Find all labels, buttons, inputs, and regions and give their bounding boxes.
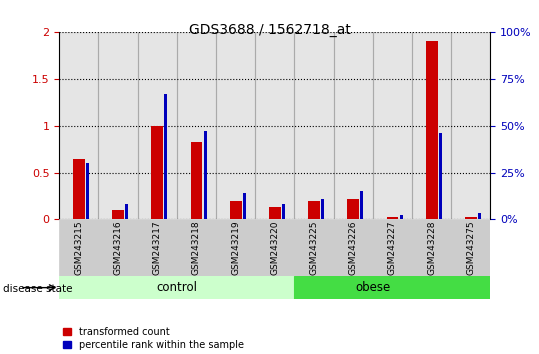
Bar <box>59 276 294 299</box>
Text: GSM243275: GSM243275 <box>466 221 475 275</box>
Bar <box>125 205 128 219</box>
Bar <box>373 219 412 276</box>
Bar <box>373 32 412 219</box>
Bar <box>243 193 246 219</box>
Bar <box>216 219 255 276</box>
Bar <box>334 32 373 219</box>
Text: GSM243225: GSM243225 <box>309 221 319 275</box>
Bar <box>204 131 206 219</box>
Bar <box>451 219 490 276</box>
Text: GSM243219: GSM243219 <box>231 221 240 275</box>
Text: GSM243217: GSM243217 <box>153 221 162 275</box>
Bar <box>99 32 137 219</box>
Bar <box>426 41 438 219</box>
Bar <box>399 215 403 219</box>
Bar <box>348 199 359 219</box>
Bar <box>191 142 202 219</box>
Bar <box>59 219 99 276</box>
Bar <box>412 32 451 219</box>
Text: GDS3688 / 1562718_at: GDS3688 / 1562718_at <box>189 23 350 37</box>
Bar <box>334 219 373 276</box>
Text: GSM243227: GSM243227 <box>388 221 397 275</box>
Bar <box>439 133 442 219</box>
Bar <box>361 191 363 219</box>
Text: disease state: disease state <box>3 284 72 293</box>
Bar <box>294 219 334 276</box>
Bar <box>451 32 490 219</box>
Bar <box>151 126 163 219</box>
Bar <box>465 217 477 219</box>
Bar <box>386 217 398 219</box>
Bar <box>269 207 281 219</box>
Text: obese: obese <box>355 281 391 294</box>
Bar <box>255 32 294 219</box>
Bar <box>294 276 490 299</box>
Bar <box>216 32 255 219</box>
Text: control: control <box>156 281 197 294</box>
Bar <box>73 159 85 219</box>
Text: GSM243216: GSM243216 <box>114 221 122 275</box>
Text: GSM243226: GSM243226 <box>349 221 358 275</box>
Bar <box>86 163 89 219</box>
Text: GSM243215: GSM243215 <box>74 221 84 275</box>
Bar <box>112 210 124 219</box>
Bar <box>478 213 481 219</box>
Bar <box>177 32 216 219</box>
Text: GSM243220: GSM243220 <box>271 221 279 275</box>
Bar <box>282 205 285 219</box>
Bar <box>164 94 168 219</box>
Text: GSM243228: GSM243228 <box>427 221 436 275</box>
Legend: transformed count, percentile rank within the sample: transformed count, percentile rank withi… <box>59 323 247 354</box>
Bar <box>230 201 241 219</box>
Bar <box>321 199 324 219</box>
Bar <box>255 219 294 276</box>
Bar <box>137 219 177 276</box>
Bar <box>59 32 99 219</box>
Bar <box>177 219 216 276</box>
Bar <box>308 201 320 219</box>
Bar <box>137 32 177 219</box>
Bar <box>294 32 334 219</box>
Text: GSM243218: GSM243218 <box>192 221 201 275</box>
Bar <box>99 219 137 276</box>
Bar <box>412 219 451 276</box>
